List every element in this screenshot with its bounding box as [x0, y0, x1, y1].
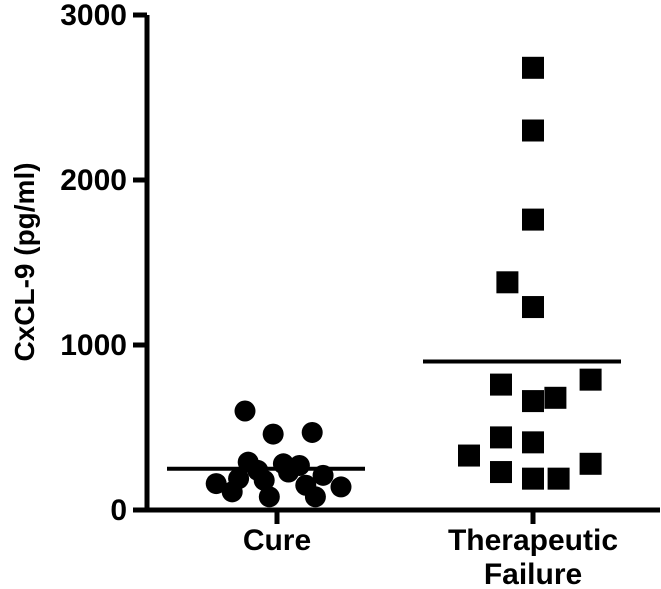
- data-point: [221, 481, 243, 503]
- data-point: [253, 469, 275, 491]
- y-tick-label: 3000: [60, 0, 127, 32]
- data-point: [579, 452, 602, 475]
- data-point: [522, 467, 544, 490]
- data-point: [522, 431, 544, 454]
- data-point: [490, 426, 512, 449]
- data-point: [544, 386, 567, 409]
- data-point: [490, 461, 512, 484]
- data-point: [522, 56, 544, 79]
- data-point: [330, 476, 352, 498]
- data-point: [496, 271, 519, 294]
- x-tick-label: Cure: [243, 524, 311, 557]
- x-tick-label: Therapeutic: [448, 524, 618, 557]
- data-points: [167, 56, 621, 508]
- data-point: [301, 421, 323, 443]
- data-point: [258, 486, 280, 508]
- data-point: [205, 473, 227, 495]
- data-point: [490, 373, 512, 396]
- data-point: [547, 467, 570, 490]
- data-point: [579, 368, 602, 391]
- data-point: [278, 461, 300, 483]
- data-point: [234, 400, 256, 422]
- data-point: [522, 296, 544, 319]
- y-tick-label: 0: [110, 494, 127, 527]
- y-axis-title: CxCL-9 (pg/ml): [9, 162, 40, 361]
- data-point: [522, 390, 544, 413]
- y-tick-label: 2000: [60, 164, 127, 197]
- x-tick-label: Failure: [484, 558, 582, 589]
- data-point: [458, 444, 480, 467]
- data-point: [262, 423, 284, 445]
- axes: [133, 12, 660, 524]
- data-point: [522, 208, 544, 231]
- data-point: [522, 119, 544, 142]
- data-point: [304, 486, 326, 508]
- y-tick-label: 1000: [60, 329, 127, 362]
